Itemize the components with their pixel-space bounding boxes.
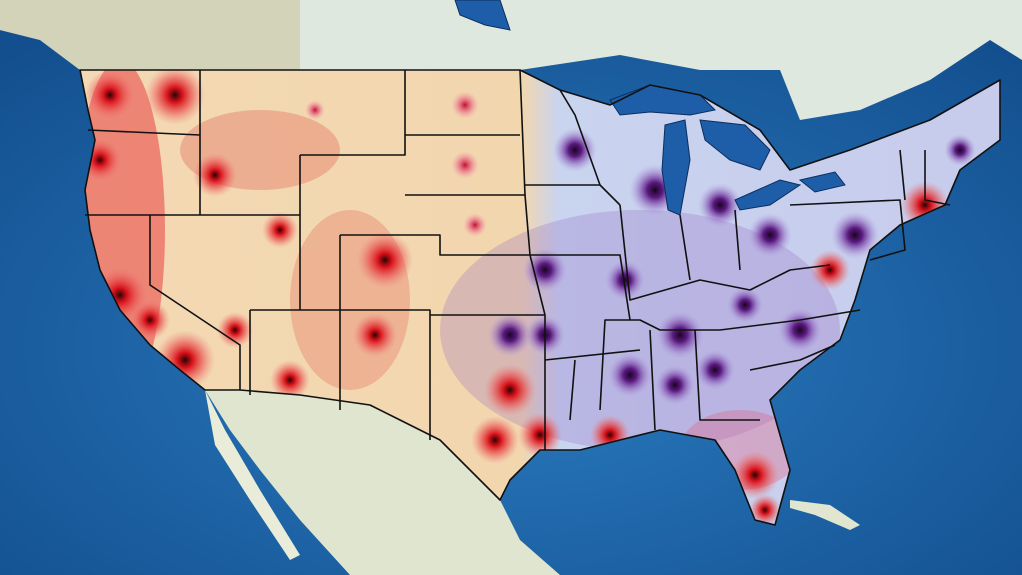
state-borders (79, 69, 1001, 526)
cuba (790, 500, 860, 530)
baja-california (205, 390, 300, 560)
mexico (205, 390, 560, 575)
canada-west (0, 0, 300, 70)
